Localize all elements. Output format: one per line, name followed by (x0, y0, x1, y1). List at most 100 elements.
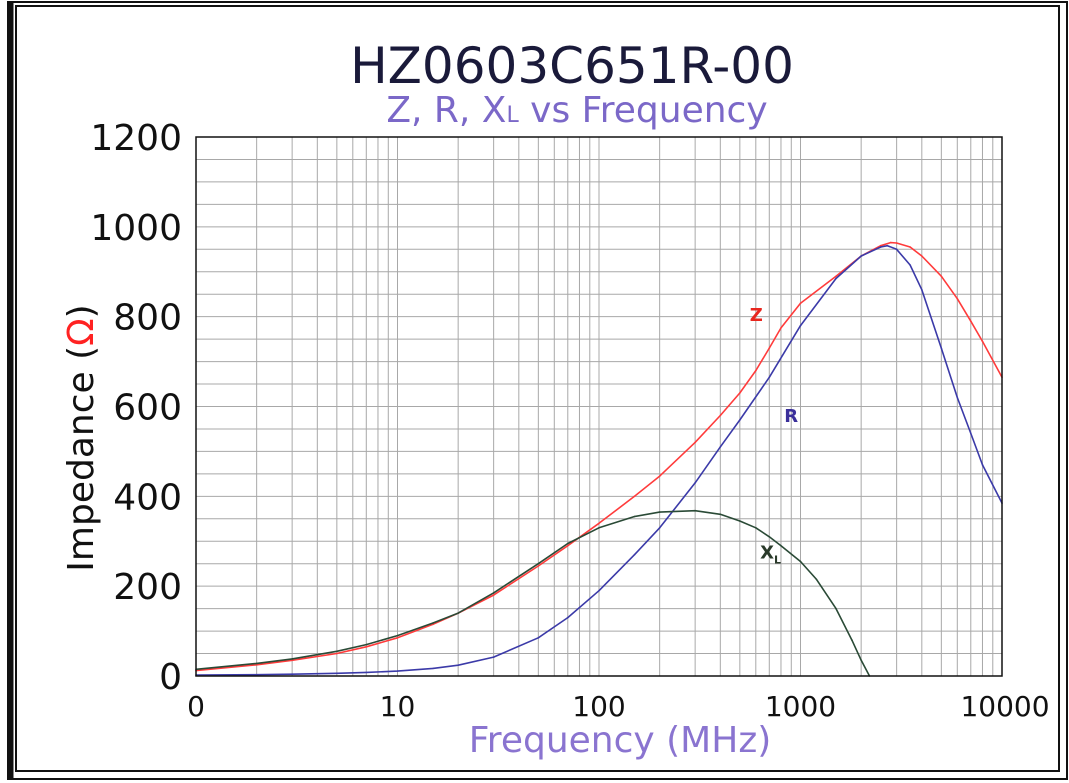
x-tick-label: 10 (380, 690, 416, 723)
data-point-z (291, 659, 293, 662)
data-point-xl (598, 526, 600, 529)
data-point-r (940, 347, 943, 349)
x-tick-labels: 0 10 100 1000 10000 (187, 690, 1049, 723)
series-group (195, 241, 1003, 677)
data-point-r (291, 673, 293, 676)
data-point-z (754, 369, 757, 372)
y-tick-label: 1000 (90, 208, 182, 249)
data-point-r (492, 656, 495, 658)
data-point-xl (566, 542, 569, 545)
data-point-z (598, 522, 600, 525)
data-point-r (694, 482, 696, 484)
data-point-z (981, 340, 984, 343)
data-point-z (537, 565, 540, 567)
data-point-xl (815, 578, 818, 581)
data-point-xl (432, 622, 434, 624)
data-point-xl (799, 560, 802, 563)
data-point-r (921, 288, 923, 291)
plot-border (195, 136, 1003, 677)
outer-border-outline (7, 1, 1068, 780)
data-point-z (921, 255, 923, 257)
data-point-r (969, 432, 972, 435)
data-point-xl (739, 520, 741, 522)
y-axis-label-suffix: ) (61, 304, 102, 318)
x-tick-label: 1000 (765, 690, 836, 723)
data-point-xl (291, 658, 293, 660)
chart-title: HZ0603C651R-00 (350, 37, 794, 95)
grid (196, 137, 1002, 676)
data-point-xl (457, 612, 459, 614)
data-point-z (909, 246, 911, 248)
data-point-z (633, 495, 636, 498)
data-point-r (633, 553, 636, 556)
data-point-z (694, 441, 696, 444)
data-point-z (566, 544, 569, 547)
data-point-r (981, 464, 984, 466)
y-axis-label: Impedance (Ω) (61, 304, 102, 571)
data-point-r (956, 396, 959, 399)
data-point-xl (835, 607, 837, 610)
data-point-r (457, 664, 459, 667)
data-point-z (336, 652, 338, 655)
data-point-z (255, 663, 258, 666)
data-point-r (860, 255, 862, 257)
data-point-r (566, 616, 569, 619)
data-point-z (739, 392, 741, 394)
data-point-xl (492, 592, 495, 594)
data-point-z (365, 646, 368, 648)
series-label-z: Z (750, 305, 763, 326)
data-point-xl (537, 562, 540, 565)
data-point-xl (719, 513, 722, 516)
series-label-subscript: L (774, 553, 781, 566)
data-point-r (835, 277, 837, 280)
data-point-xl (255, 662, 258, 665)
data-point-xl (694, 509, 696, 512)
data-point-r (895, 248, 898, 251)
data-point-z (835, 275, 837, 278)
inner-border-outline (15, 5, 1060, 772)
subtitle-subscript: L (506, 103, 519, 128)
data-point-z (956, 297, 959, 300)
subtitle-tail: vs Frequency (519, 90, 768, 131)
data-point-xl (754, 526, 757, 529)
data-point-r (719, 446, 722, 448)
data-point-xl (336, 650, 338, 653)
data-point-xl (633, 515, 636, 518)
data-point-r (909, 264, 911, 266)
data-point-r (658, 526, 661, 529)
x-tick-label: 100 (572, 690, 625, 723)
subtitle-main: Z, R, X (386, 90, 506, 131)
data-point-z (719, 414, 722, 417)
y-tick-label: 800 (113, 298, 182, 339)
y-tick-label: 0 (159, 657, 182, 698)
data-point-z (492, 594, 495, 596)
data-point-r (396, 670, 399, 672)
data-point-z (799, 302, 802, 304)
data-point-z (879, 244, 882, 247)
data-point-r (799, 324, 802, 327)
chart-subtitle: Z, R, XL vs Frequency (386, 90, 767, 131)
data-point-r (432, 667, 434, 670)
data-point-z (895, 242, 898, 244)
series-label-main: X (760, 542, 774, 563)
y-tick-labels: 0 200 400 600 800 1000 1200 (90, 118, 182, 698)
series-label-main: Z (750, 305, 763, 326)
data-point-r (255, 673, 258, 676)
series-label-r: R (784, 406, 798, 427)
data-point-r (886, 244, 889, 247)
data-point-z (780, 327, 782, 329)
data-point-xl (658, 511, 661, 513)
data-point-r (336, 672, 338, 675)
data-point-r (739, 419, 741, 421)
data-point-xl (365, 643, 368, 646)
x-axis-label: Frequency (MHz) (469, 720, 772, 761)
y-axis-label-prefix: Impedance ( (61, 346, 102, 572)
data-point-xl (860, 659, 862, 662)
x-tick-label: 10000 (960, 690, 1049, 723)
series-label-main: R (784, 406, 798, 427)
y-tick-label: 200 (113, 567, 182, 608)
x-tick-label: 0 (187, 690, 205, 723)
data-point-z (969, 320, 972, 322)
data-point-r (768, 376, 771, 379)
data-point-r (537, 637, 540, 639)
